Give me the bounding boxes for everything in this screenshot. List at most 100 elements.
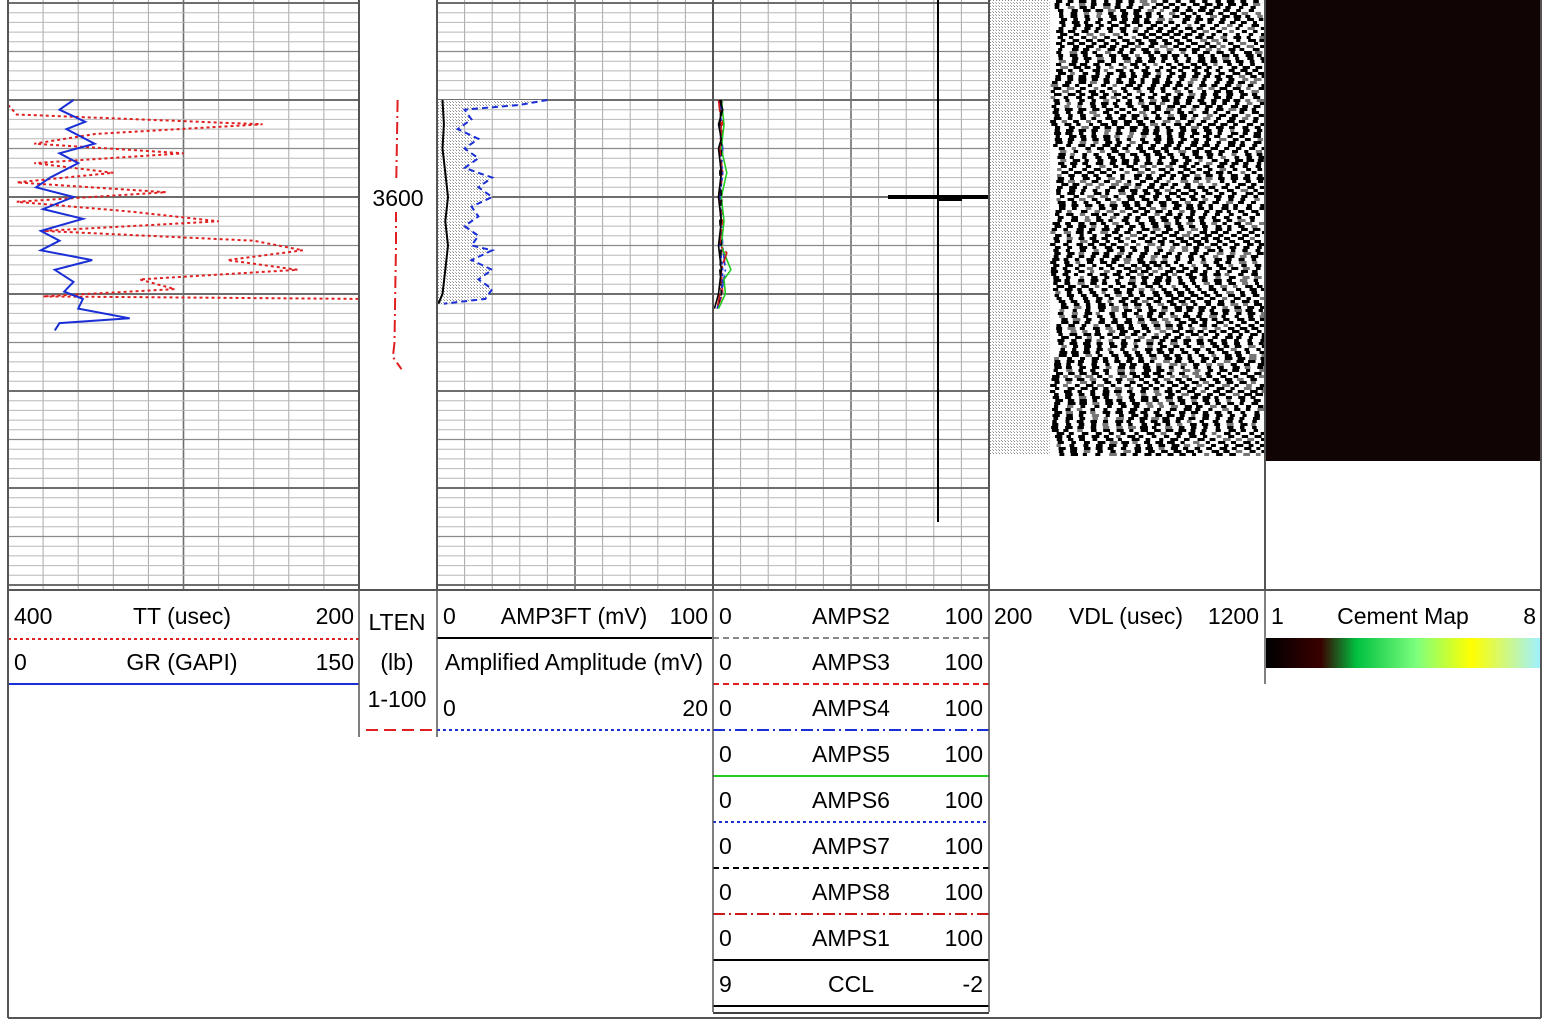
vdl-band xyxy=(1121,339,1127,342)
vdl-band xyxy=(1106,27,1113,30)
vdl-band xyxy=(1110,384,1116,387)
vdl-band xyxy=(1067,387,1075,390)
vdl-band xyxy=(1247,306,1255,309)
vdl-band xyxy=(1105,402,1114,405)
vdl-band xyxy=(1177,213,1183,216)
vdl-band xyxy=(1154,423,1161,426)
vdl-band xyxy=(1232,180,1237,183)
vdl-band xyxy=(1170,375,1175,378)
vdl-band xyxy=(1182,267,1189,270)
vdl-band xyxy=(1158,168,1166,171)
track4-name-7: AMPS1 xyxy=(812,925,890,951)
vdl-band xyxy=(1097,306,1106,309)
vdl-band xyxy=(1079,357,1086,360)
vdl-band xyxy=(1222,297,1228,300)
vdl-band xyxy=(1153,390,1160,393)
vdl-band xyxy=(1211,216,1217,219)
vdl-band xyxy=(1131,438,1140,441)
vdl-band xyxy=(1137,261,1146,264)
vdl-band xyxy=(1068,135,1077,138)
vdl-band xyxy=(1160,243,1165,246)
vdl-band xyxy=(1184,54,1189,57)
vdl-band xyxy=(1253,429,1259,432)
vdl-band xyxy=(1217,300,1225,303)
vdl-band xyxy=(1114,291,1122,294)
vdl-band xyxy=(1242,66,1250,69)
vdl-band xyxy=(1187,390,1195,393)
vdl-band xyxy=(1086,306,1091,309)
vdl-band xyxy=(1254,126,1261,129)
vdl-band xyxy=(1249,354,1257,357)
vdl-band xyxy=(1075,231,1084,234)
vdl-band xyxy=(1143,72,1151,75)
vdl-band xyxy=(1173,288,1179,291)
vdl-band xyxy=(1178,150,1187,153)
vdl-band xyxy=(1071,165,1077,168)
vdl-band xyxy=(1240,21,1247,24)
vdl-band xyxy=(1252,294,1260,297)
vdl-band xyxy=(1129,369,1135,372)
vdl-band xyxy=(1122,303,1129,306)
vdl-band xyxy=(1184,384,1190,387)
vdl-band xyxy=(1169,408,1177,411)
vdl-band xyxy=(1129,69,1134,72)
vdl-band xyxy=(1203,165,1210,168)
tt-left: 400 xyxy=(14,603,52,629)
vdl-band xyxy=(1254,264,1262,267)
vdl-band xyxy=(1076,378,1085,381)
vdl-band xyxy=(1239,381,1247,384)
vdl-band xyxy=(1185,27,1193,30)
vdl-band xyxy=(1130,153,1138,156)
vdl-band xyxy=(1233,375,1239,378)
vdl-band xyxy=(1069,51,1078,54)
vdl-band xyxy=(1081,138,1087,141)
vdl-band xyxy=(1083,12,1090,15)
vdl-band xyxy=(1076,96,1082,99)
vdl-band xyxy=(1158,297,1163,300)
vdl-band xyxy=(1121,54,1129,57)
vdl-band xyxy=(1214,195,1222,198)
vdl-band xyxy=(1058,354,1067,357)
vdl-band xyxy=(1081,189,1086,192)
vdl-band xyxy=(1206,180,1211,183)
vdl-band xyxy=(1235,147,1242,150)
vdl-band xyxy=(1165,429,1174,432)
vdl-band xyxy=(1090,390,1096,393)
vdl-band xyxy=(1193,138,1199,141)
vdl-band xyxy=(1216,387,1225,390)
vdl-band xyxy=(1091,360,1098,363)
vdl-band xyxy=(1091,363,1097,366)
vdl-band xyxy=(1240,291,1245,294)
vdl-band xyxy=(1202,411,1209,414)
vdl-band xyxy=(1174,318,1181,321)
vdl-band xyxy=(1102,213,1107,216)
vdl-band xyxy=(1206,114,1213,117)
vdl-band xyxy=(1087,273,1093,276)
vdl-band xyxy=(1255,150,1263,153)
vdl-band xyxy=(1218,66,1223,69)
vdl-band xyxy=(1218,21,1225,24)
vdl-band xyxy=(1066,87,1075,90)
vdl-band xyxy=(1140,252,1148,255)
vdl-band xyxy=(1066,291,1072,294)
vdl-band xyxy=(1202,417,1209,420)
vdl-band xyxy=(1130,363,1137,366)
vdl-band xyxy=(1232,138,1239,141)
vdl-band xyxy=(1080,387,1088,390)
vdl-band xyxy=(1174,204,1182,207)
vdl-band xyxy=(1211,222,1218,225)
vdl-band xyxy=(1176,435,1181,438)
vdl-band xyxy=(1251,24,1260,27)
vdl-band xyxy=(1228,327,1235,330)
vdl-band xyxy=(1091,78,1098,81)
vdl-band xyxy=(1192,387,1197,390)
vdl-band xyxy=(1200,39,1208,42)
vdl-band xyxy=(1116,429,1124,432)
vdl-band xyxy=(1102,357,1108,360)
vdl-band xyxy=(1180,180,1189,183)
vdl-band xyxy=(1155,69,1161,72)
vdl-band xyxy=(1203,426,1208,429)
vdl-band xyxy=(1127,390,1133,393)
vdl-band xyxy=(1152,282,1161,285)
vdl-band xyxy=(1058,300,1066,303)
